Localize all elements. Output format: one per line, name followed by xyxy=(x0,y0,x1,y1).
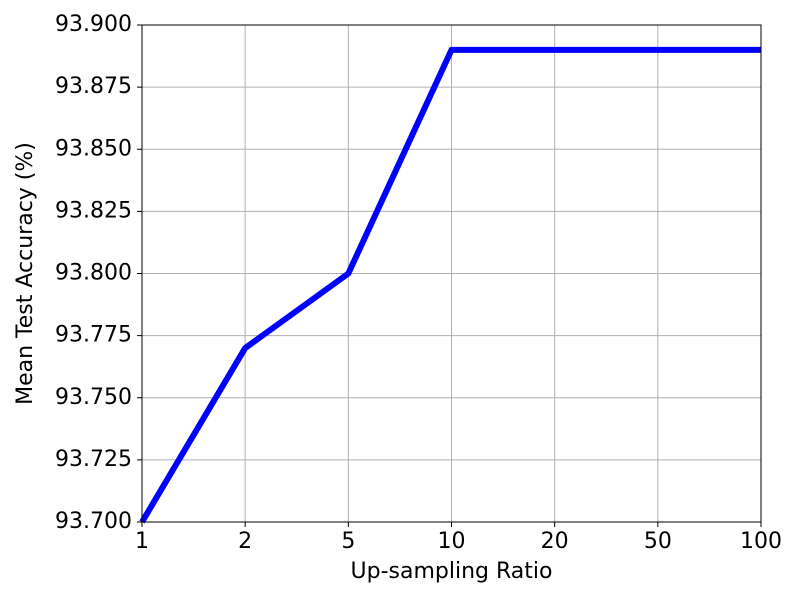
grid xyxy=(141,24,762,523)
x-axis-label: Up-sampling Ratio xyxy=(351,559,553,584)
y-tick-label: 93.750 xyxy=(55,385,132,410)
data-line xyxy=(139,46,761,524)
x-tick-label: 50 xyxy=(644,529,672,554)
x-tick-label: 10 xyxy=(438,529,466,554)
lines xyxy=(139,46,761,524)
y-tick-label: 93.800 xyxy=(55,261,132,286)
y-tick-label: 93.775 xyxy=(55,323,132,348)
y-tick-label: 93.700 xyxy=(55,509,132,534)
x-tick-label: 20 xyxy=(541,529,569,554)
y-axis-label: Mean Test Accuracy (%) xyxy=(13,142,38,405)
x-tick-label: 100 xyxy=(740,529,782,554)
y-tick-label: 93.825 xyxy=(55,198,132,223)
y-tick-label: 93.850 xyxy=(55,136,132,161)
y-tick-label: 93.725 xyxy=(55,447,132,472)
x-tick-label: 2 xyxy=(238,529,252,554)
y-tick-label: 93.875 xyxy=(55,74,132,99)
x-tick-label: 1 xyxy=(135,529,149,554)
x-tick-label: 5 xyxy=(341,529,355,554)
y-tick-label: 93.900 xyxy=(55,12,132,37)
